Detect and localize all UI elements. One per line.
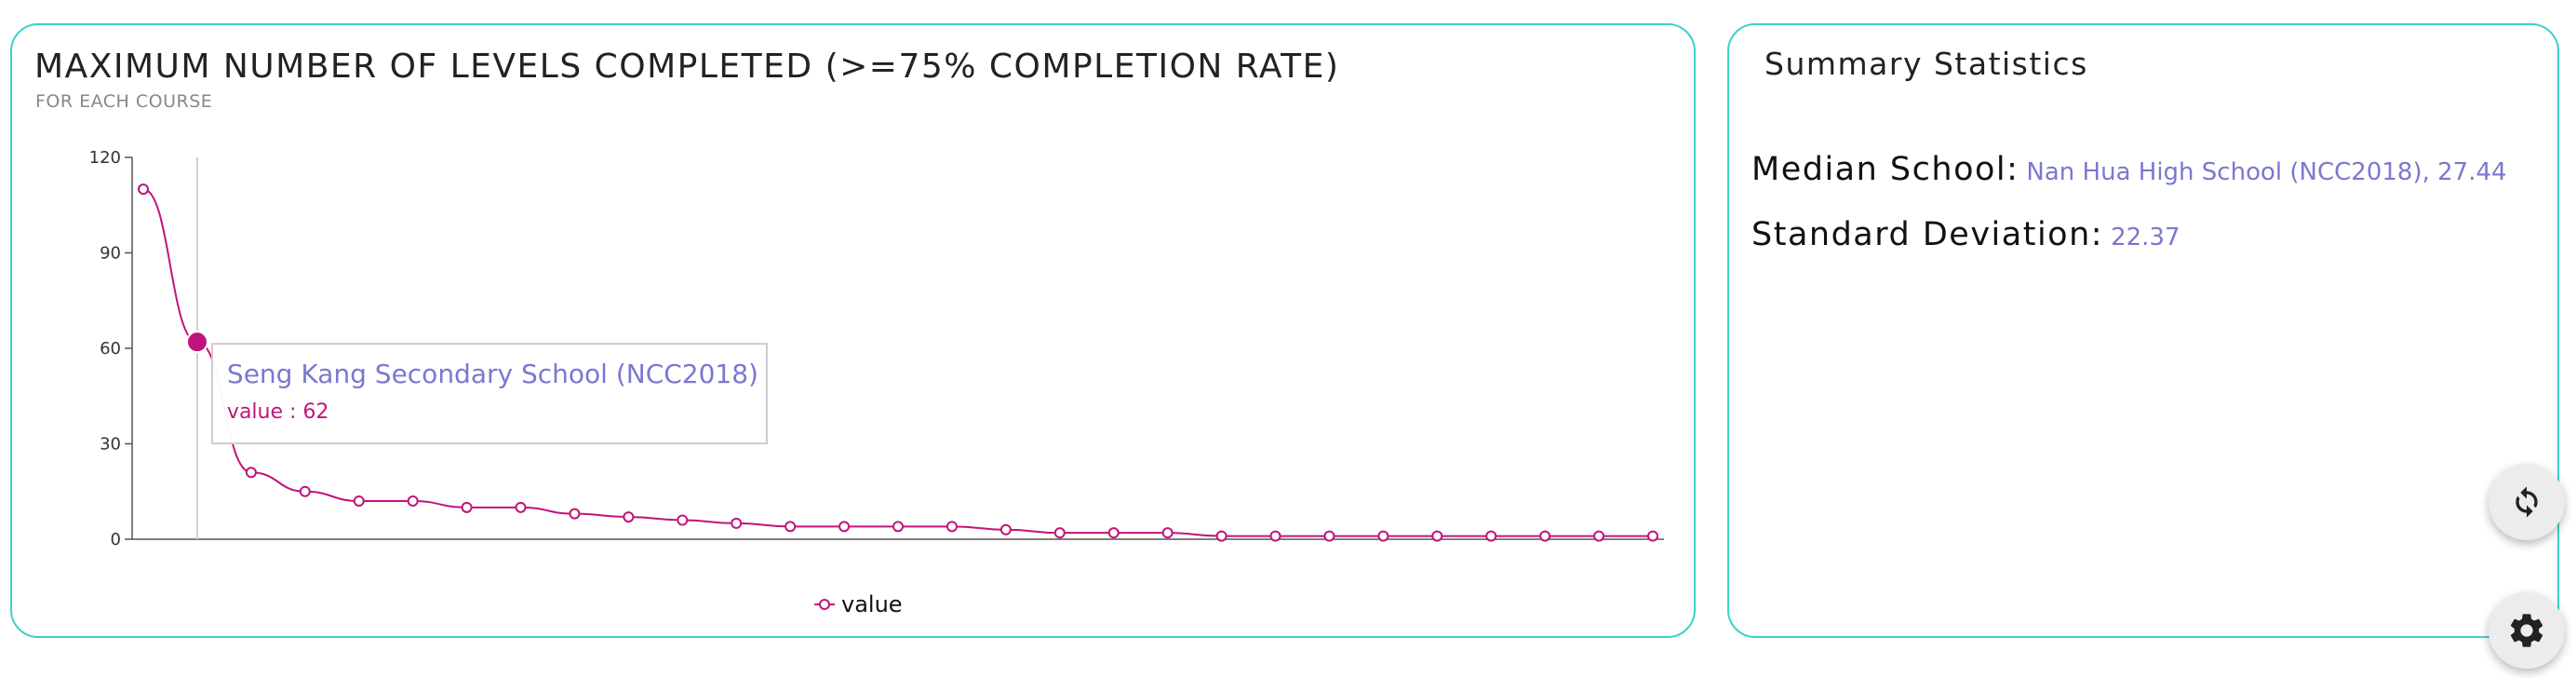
data-point [892,521,904,533]
data-point [1593,530,1605,542]
data-point [1000,523,1012,536]
data-point [353,495,365,507]
chart-subtitle: FOR EACH COURSE [35,91,213,112]
summary-title: Summary Statistics [1764,46,2088,82]
y-tick-label: 0 [111,530,121,549]
legend-label-value: value [841,591,903,617]
data-point [946,521,958,533]
y-tick-label: 30 [100,435,121,454]
refresh-button[interactable] [2489,464,2565,540]
data-point [407,495,419,507]
data-point [785,521,797,533]
data-point [623,511,635,523]
median-school-label: Median School: [1751,151,2019,188]
data-point [245,467,257,479]
data-point [1107,527,1120,539]
line-chart[interactable]: 0 30 60 90 120 Seng Kang Secondary School (NC… [12,25,1694,636]
data-point [138,183,149,196]
summary-panel: Summary Statistics Median School: Nan Hua… [1727,23,2559,638]
data-point [1539,530,1551,542]
data-point [515,501,527,513]
data-point [1323,530,1335,542]
tooltip-box [210,343,768,445]
gear-icon [2506,610,2547,651]
refresh-icon [2508,483,2545,521]
standard-deviation-value: 22.37 [2111,224,2180,251]
standard-deviation-row: Standard Deviation: 22.37 [1751,216,2180,253]
data-point [569,508,581,520]
settings-button[interactable] [2489,592,2565,669]
data-point [299,485,311,497]
data-point [461,501,473,513]
active-data-point[interactable] [185,331,208,354]
data-point [1215,530,1228,542]
data-point [1647,530,1658,542]
data-point [1053,527,1066,539]
median-school-row: Median School: Nan Hua High School (NCC20… [1751,151,2507,188]
chart-panel: MAXIMUM NUMBER OF LEVELS COMPLETED (>=75… [10,23,1696,638]
y-tick-label: 120 [89,148,121,168]
legend-marker-value [819,599,830,610]
tooltip-title: Seng Kang Secondary School (NCC2018) [227,359,758,389]
y-tick-label: 90 [100,244,121,264]
data-point [1269,530,1281,542]
data-point [1161,527,1174,539]
tooltip-value: value : 62 [227,400,329,424]
standard-deviation-label: Standard Deviation: [1751,216,2104,253]
data-point [1485,530,1497,542]
data-point [839,521,851,533]
median-school-value: Nan Hua High School (NCC2018), 27.44 [2026,158,2507,186]
data-point [677,514,689,526]
y-tick-label: 60 [100,339,121,359]
chart-title: MAXIMUM NUMBER OF LEVELS COMPLETED (>=75… [34,47,1340,86]
data-point [731,517,743,529]
data-point [1431,530,1443,542]
data-point [1377,530,1389,542]
